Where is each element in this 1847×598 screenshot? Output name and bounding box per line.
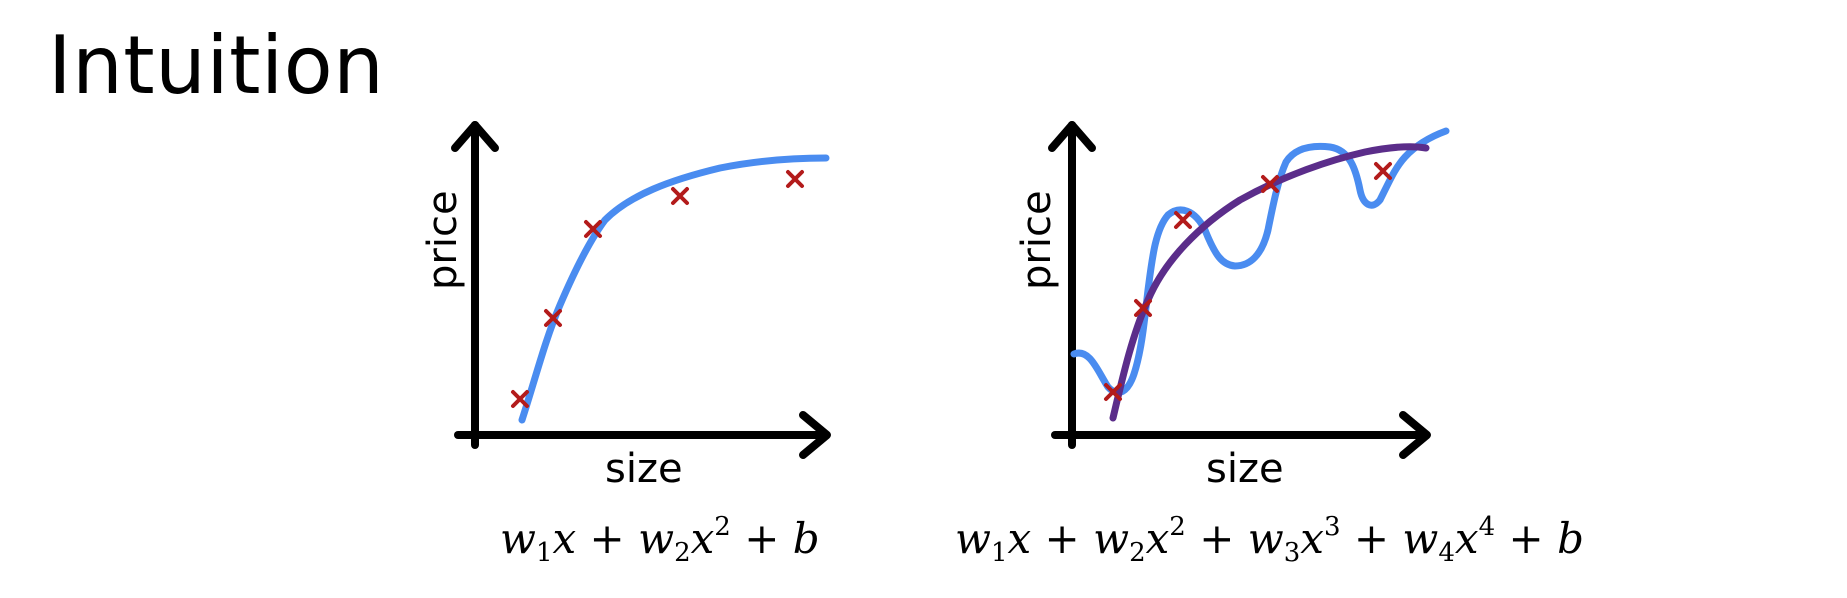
formula-coef: w xyxy=(500,514,536,563)
formula-var: x xyxy=(691,514,715,563)
right-data-points xyxy=(1104,162,1392,401)
formula-power: 2 xyxy=(714,512,731,542)
formula-subscript: 4 xyxy=(1438,538,1455,568)
formula-power: 2 xyxy=(1169,512,1186,542)
formula-plus: + xyxy=(744,514,779,563)
left-data-points xyxy=(511,170,804,408)
data-point xyxy=(544,309,562,327)
formula-subscript: 2 xyxy=(1129,538,1146,568)
formula-coef: w xyxy=(1402,514,1438,563)
right-formula: w1x + w2x2 + w3x3 + w4x4 + b xyxy=(955,496,1584,568)
formula-var: x xyxy=(1455,514,1479,563)
right-smooth-curve xyxy=(1109,143,1430,422)
left-plot: price size w1x + w2x2 + b xyxy=(420,121,831,568)
right-y-axis-label: price xyxy=(1014,190,1060,290)
right-x-axis-label: size xyxy=(1206,446,1284,492)
data-point xyxy=(1174,211,1192,229)
formula-tail: b xyxy=(1557,514,1584,563)
formula-power: 3 xyxy=(1324,512,1341,542)
data-point xyxy=(671,187,689,205)
slide-title: Intuition xyxy=(48,19,385,112)
data-point xyxy=(1261,175,1279,193)
formula-plus: + xyxy=(590,514,625,563)
formula-coef: w xyxy=(1248,514,1284,563)
formula-subscript: 1 xyxy=(991,538,1008,568)
data-point xyxy=(1134,299,1152,317)
data-point xyxy=(1104,383,1122,401)
left-fit-curve xyxy=(518,154,830,424)
formula-plus: + xyxy=(1199,514,1234,563)
data-point xyxy=(786,170,804,188)
formula-plus: + xyxy=(1354,514,1389,563)
formula-tail: b xyxy=(793,514,820,563)
formula-plus: + xyxy=(1509,514,1544,563)
right-plot: price size w1x + w2x2 + w3x3 + w4x4 + b xyxy=(955,121,1584,568)
left-y-axis-label: price xyxy=(420,190,466,290)
data-point xyxy=(584,220,602,238)
formula-coef: w xyxy=(955,514,991,563)
left-x-axis-label: size xyxy=(605,446,683,492)
right-overfit-curve xyxy=(1070,127,1450,396)
formula-subscript: 2 xyxy=(674,538,691,568)
formula-subscript: 1 xyxy=(536,538,553,568)
left-formula: w1x + w2x2 + b xyxy=(500,496,820,568)
formula-plus: + xyxy=(1045,514,1080,563)
formula-var: x xyxy=(553,514,577,563)
right-x-arrowhead xyxy=(1399,411,1431,459)
formula-power: 4 xyxy=(1479,512,1496,542)
formula-coef: w xyxy=(1093,514,1129,563)
data-point xyxy=(1374,162,1392,180)
data-point xyxy=(511,390,529,408)
left-x-arrowhead xyxy=(799,411,831,459)
formula-subscript: 3 xyxy=(1284,538,1301,568)
right-axes xyxy=(1048,121,1431,459)
formula-var: x xyxy=(1300,514,1324,563)
left-axes xyxy=(451,121,831,459)
formula-var: x xyxy=(1008,514,1032,563)
right-y-arrowhead xyxy=(1048,121,1096,152)
formula-coef: w xyxy=(638,514,674,563)
left-y-arrowhead xyxy=(451,121,499,152)
formula-var: x xyxy=(1146,514,1170,563)
